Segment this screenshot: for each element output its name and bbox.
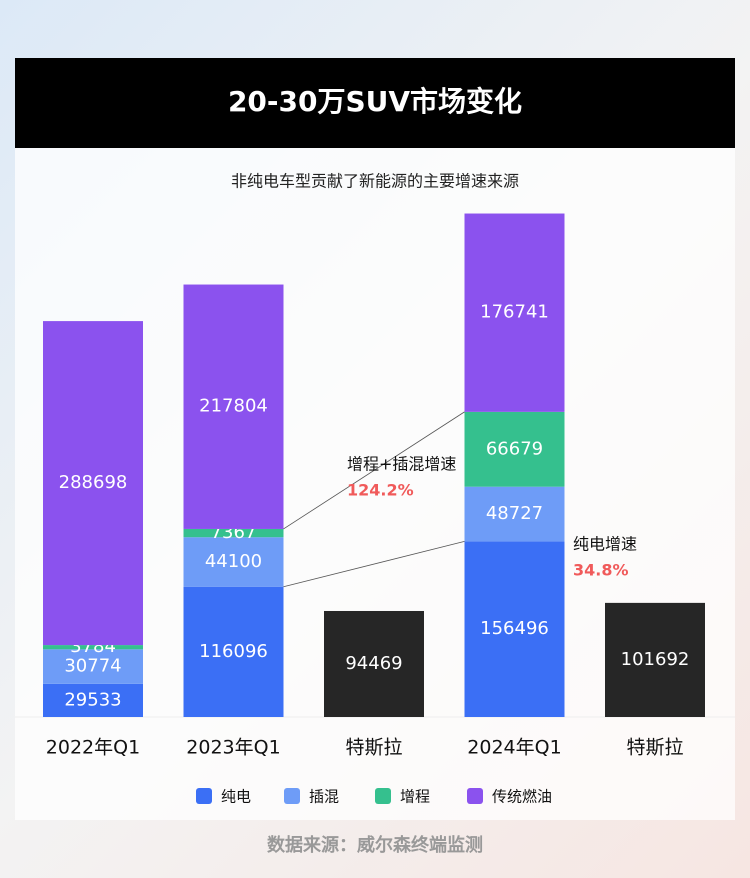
annotation-value: 124.2% [347,481,414,500]
value-label: 66679 [486,438,543,459]
bar-segment [464,411,565,487]
legend-label: 纯电 [221,788,251,806]
bar-segment [605,602,705,717]
value-label: 30774 [64,656,121,677]
legend-swatch [284,788,300,804]
annotation: 纯电增速 [573,535,637,554]
connector [283,411,465,530]
value-label: 94469 [345,653,402,674]
value-label: 288698 [59,472,128,493]
bar-segment [324,610,424,717]
x-tick-label: 2022年Q1 [46,737,140,759]
x-tick-label: 特斯拉 [345,737,402,759]
value-label: 176741 [480,302,549,323]
value-label: 29533 [64,689,121,710]
bar-segment [43,683,143,717]
header [15,58,735,148]
bar-segment [464,541,565,717]
annotation: 增程+插混增速 [347,455,456,474]
value-label: 217804 [199,396,268,417]
x-tick-label: 2024年Q1 [467,737,561,759]
chart-title: 20-30万SUV市场变化 [228,85,522,118]
legend-label: 插混 [309,788,339,806]
subtitle: 非纯电车型贡献了新能源的主要增速来源 [231,172,519,191]
annotation-value: 34.8% [573,561,629,580]
legend-label: 增程 [400,788,430,806]
bar-segment [464,213,565,412]
bar-segment [43,649,143,684]
bar-segment [183,586,284,717]
x-tick-label: 2023年Q1 [186,737,280,759]
legend-swatch [467,788,483,804]
source: 数据来源：威尔森终端监测 [267,834,483,856]
legend-swatch [375,788,391,804]
value-label: 156496 [480,618,549,639]
legend-swatch [196,788,212,804]
value-label: 101692 [621,649,690,670]
bar-segment [43,321,143,646]
value-label: 116096 [199,641,268,662]
bar-segment [43,645,143,650]
bar-segment [464,486,565,542]
value-label: 48727 [486,503,543,524]
legend-label: 传统燃油 [492,788,552,806]
connector [283,540,465,588]
bar-segment [183,537,284,587]
bar-segment [183,528,284,538]
value-label: 44100 [205,551,262,572]
x-tick-label: 特斯拉 [626,737,683,759]
bar-segment [183,284,284,529]
